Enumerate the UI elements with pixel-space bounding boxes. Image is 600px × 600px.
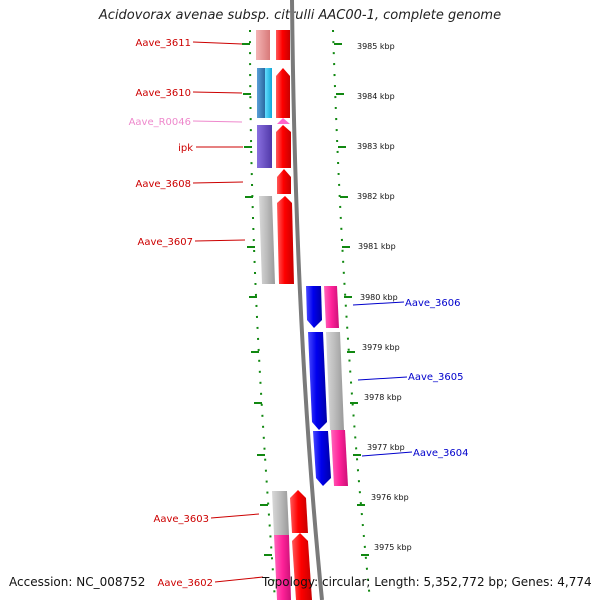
function-ring-left <box>256 30 291 600</box>
function-block-pink <box>324 286 339 328</box>
gene-label-aave-3606: Aave_3606 <box>405 298 461 309</box>
ruler-ticks <box>242 43 369 556</box>
rna-arrow-aave-r0046 <box>277 118 290 124</box>
gene-arrow-aave-3611 <box>276 30 290 60</box>
function-ring-right <box>324 286 348 486</box>
gene-arrow-aave-3607 <box>277 196 294 284</box>
kbp-label: 3981 kbp <box>358 242 396 251</box>
kbp-label: 3978 kbp <box>364 393 402 402</box>
genome-summary-text: Topology: circular; Length: 5,352,772 bp… <box>262 575 592 589</box>
function-block-purple <box>257 125 272 168</box>
gene-label-aave-3602: Aave_3602 <box>158 578 214 589</box>
kbp-labels: 3985 kbp 3984 kbp 3983 kbp 3982 kbp 3981… <box>357 42 412 552</box>
gene-arrow-aave-3606 <box>306 286 322 328</box>
dotted-borders <box>249 29 371 600</box>
accession-text: Accession: NC_008752 <box>9 575 146 589</box>
gene-arrow-aave-3610 <box>276 68 290 118</box>
genome-backbone <box>290 0 324 600</box>
kbp-label: 3976 kbp <box>371 493 409 502</box>
kbp-label: 3982 kbp <box>357 192 395 201</box>
gene-label-aave-r0046: Aave_R0046 <box>129 117 191 128</box>
function-block-cyan <box>265 68 272 118</box>
gene-arrow-aave-3603 <box>290 490 308 533</box>
function-block-grey <box>259 196 275 284</box>
gene-label-ipk: ipk <box>178 143 193 154</box>
gene-arrow-aave-3602 <box>292 533 312 600</box>
function-block-steelblue <box>257 68 265 118</box>
map-title: Acidovorax avenae subsp. citrulli AAC00-… <box>98 8 502 23</box>
function-block-grey <box>326 332 344 430</box>
gene-label-aave-3608: Aave_3608 <box>136 179 192 190</box>
gene-label-aave-3604: Aave_3604 <box>413 448 469 459</box>
gene-label-aave-3607: Aave_3607 <box>138 237 194 248</box>
label-leaders-left <box>192 41 264 583</box>
kbp-label: 3983 kbp <box>357 142 395 151</box>
function-block-pink <box>331 430 348 486</box>
reverse-strand-genes <box>306 286 331 486</box>
gene-labels-right: Aave_3606 Aave_3605 Aave_3604 <box>405 298 469 459</box>
kbp-label: 3975 kbp <box>374 543 412 552</box>
gene-label-aave-3611: Aave_3611 <box>136 38 192 49</box>
label-leaders-right <box>352 301 413 457</box>
kbp-label: 3977 kbp <box>367 443 405 452</box>
gene-label-aave-3605: Aave_3605 <box>408 372 464 383</box>
kbp-label: 3979 kbp <box>362 343 400 352</box>
function-block-grey <box>272 491 289 535</box>
gene-label-aave-3603: Aave_3603 <box>154 514 210 525</box>
function-block-pink <box>274 535 291 600</box>
kbp-label: 3985 kbp <box>357 42 395 51</box>
gene-labels-left: Aave_3611 Aave_3610 Aave_R0046 ipk Aave_… <box>129 38 213 589</box>
kbp-label: 3980 kbp <box>360 293 398 302</box>
gene-arrow-aave-3604 <box>313 431 331 486</box>
gene-arrow-aave-3608 <box>277 169 291 194</box>
function-block-salmon <box>256 30 270 60</box>
gene-arrow-aave-3605 <box>308 332 327 430</box>
gene-arrow-ipk <box>276 125 291 168</box>
forward-strand-genes <box>276 30 312 600</box>
kbp-label: 3984 kbp <box>357 92 395 101</box>
gene-label-aave-3610: Aave_3610 <box>136 88 192 99</box>
